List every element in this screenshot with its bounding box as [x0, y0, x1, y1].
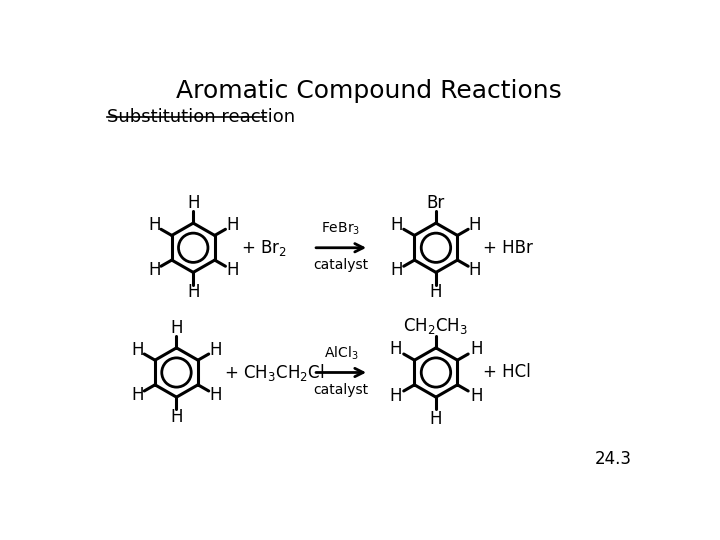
Text: catalyst: catalyst — [313, 258, 369, 272]
Text: + HBr: + HBr — [483, 239, 534, 256]
Text: H: H — [187, 194, 199, 212]
Text: Br: Br — [427, 194, 445, 212]
Text: AlCl$_3$: AlCl$_3$ — [324, 345, 359, 362]
Text: H: H — [210, 386, 222, 404]
Text: H: H — [470, 340, 482, 359]
Text: FeBr$_3$: FeBr$_3$ — [321, 221, 361, 238]
Text: H: H — [430, 284, 442, 301]
Text: Substitution reaction: Substitution reaction — [107, 109, 295, 126]
Text: H: H — [470, 387, 482, 404]
Text: CH$_2$CH$_3$: CH$_2$CH$_3$ — [403, 316, 469, 336]
Text: H: H — [187, 284, 199, 301]
Text: H: H — [390, 340, 402, 359]
Text: H: H — [226, 217, 238, 234]
Text: + CH$_3$CH$_2$Cl: + CH$_3$CH$_2$Cl — [224, 362, 324, 383]
Text: H: H — [226, 261, 238, 279]
Text: Aromatic Compound Reactions: Aromatic Compound Reactions — [176, 79, 562, 103]
Text: H: H — [170, 319, 183, 337]
Text: H: H — [430, 410, 442, 428]
Text: H: H — [148, 217, 161, 234]
Text: H: H — [210, 341, 222, 359]
Text: H: H — [170, 408, 183, 426]
Text: + Br$_2$: + Br$_2$ — [240, 238, 287, 258]
Text: H: H — [469, 261, 481, 279]
Text: catalyst: catalyst — [313, 383, 369, 397]
Text: H: H — [469, 217, 481, 234]
Text: H: H — [131, 341, 144, 359]
Text: H: H — [131, 386, 144, 404]
Text: H: H — [391, 261, 403, 279]
Text: H: H — [391, 217, 403, 234]
Text: 24.3: 24.3 — [594, 450, 631, 468]
Text: + HCl: + HCl — [483, 363, 531, 381]
Text: H: H — [390, 387, 402, 404]
Text: H: H — [148, 261, 161, 279]
